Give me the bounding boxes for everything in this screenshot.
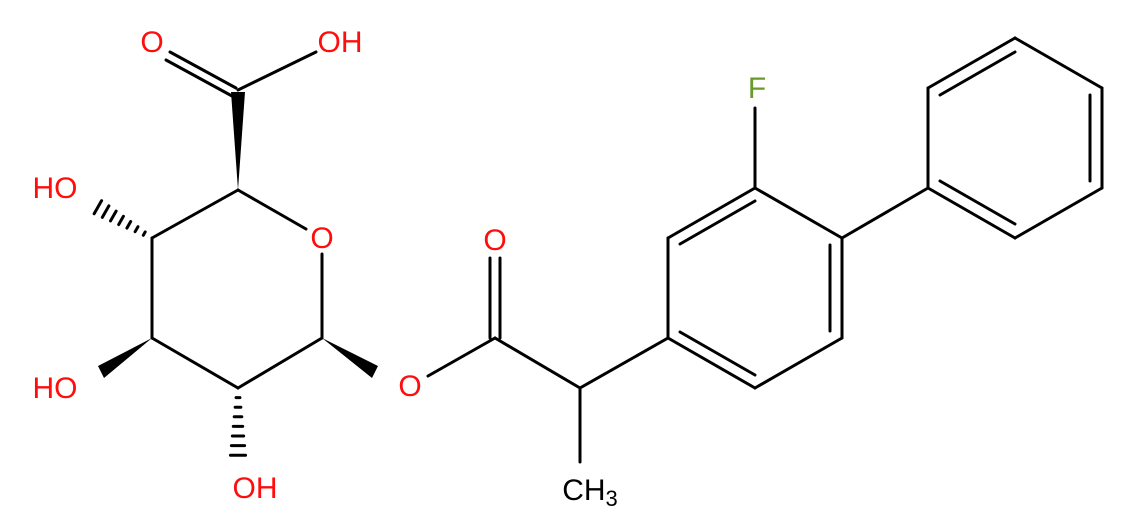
atom-label: HO: [33, 372, 78, 405]
atom-symbol: F: [748, 72, 766, 105]
atom-label: O: [398, 370, 421, 403]
atom-label: F: [748, 72, 766, 105]
hash-line: [117, 214, 125, 227]
atom-symbol: HO: [33, 372, 78, 405]
hash-line: [141, 230, 147, 237]
atom-symbol: O: [398, 370, 421, 403]
atom-symbol: O: [310, 222, 333, 255]
atom-symbol: OH: [233, 472, 278, 505]
atom-label: OH: [318, 26, 363, 59]
atom-label: O: [310, 222, 333, 255]
atom-symbol: O: [483, 224, 506, 257]
atom-label: HO: [33, 172, 78, 205]
atom-label: O: [483, 224, 506, 257]
hash-line: [100, 204, 111, 219]
atom-label: CH3: [562, 474, 618, 511]
atom-symbol: HO: [33, 172, 78, 205]
atom-symbol: O: [140, 26, 163, 59]
bonds: [92, 36, 1104, 464]
atom-symbol: CH: [562, 474, 605, 507]
atom-label: O: [140, 26, 163, 59]
hash-line: [133, 225, 140, 234]
atom-subscript: 3: [606, 486, 618, 511]
atom-label: OH: [233, 472, 278, 505]
hash-line: [125, 219, 133, 230]
hash-line: [109, 209, 118, 223]
atom-symbol: OH: [318, 26, 363, 59]
hash-line: [92, 199, 104, 216]
